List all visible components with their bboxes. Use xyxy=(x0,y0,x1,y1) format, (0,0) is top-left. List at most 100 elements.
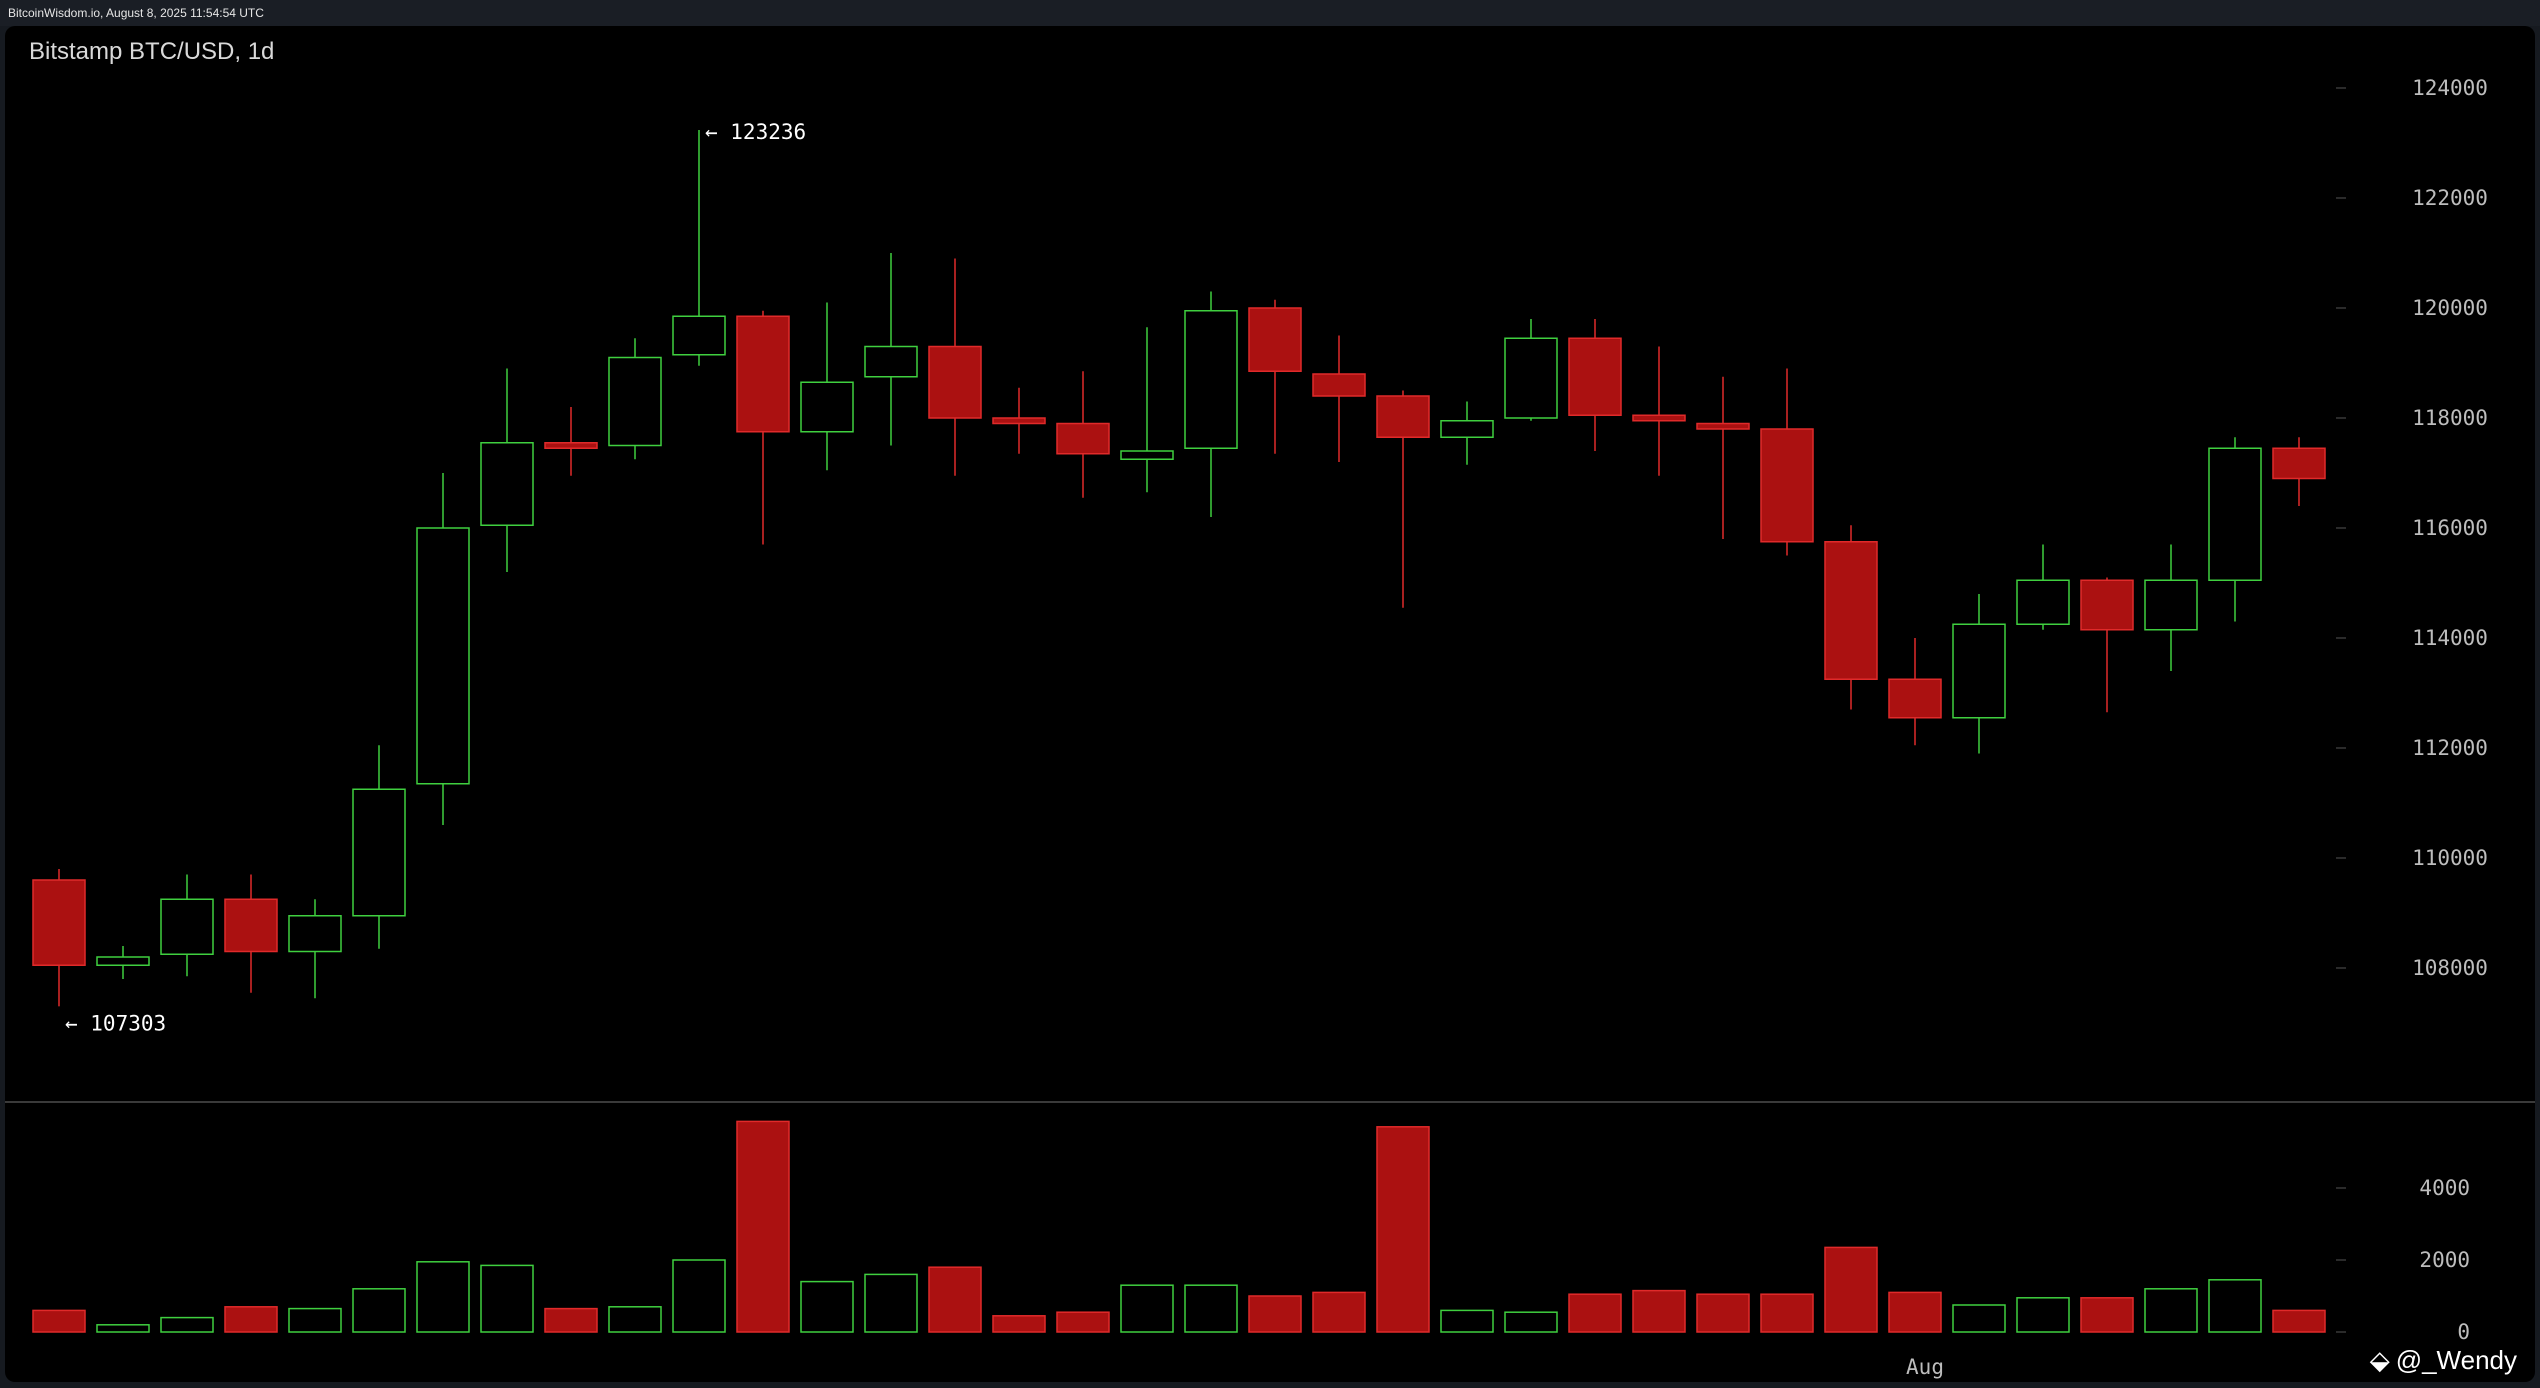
volume-bar xyxy=(2272,1309,2326,1333)
candle-body xyxy=(928,345,982,419)
candle-body xyxy=(288,915,342,953)
volume-bar xyxy=(800,1280,854,1333)
candle-body xyxy=(2208,447,2262,581)
candle xyxy=(288,899,342,999)
price-tick-label: 120000 xyxy=(2412,296,2488,320)
candle-body xyxy=(2272,447,2326,480)
candle-body xyxy=(1824,541,1878,680)
candle-body xyxy=(352,788,406,917)
price-annotation: ← 107303 xyxy=(65,1011,166,1035)
volume-bar xyxy=(1056,1311,1110,1333)
volume-tick-label: 0 xyxy=(2457,1320,2470,1344)
candle xyxy=(1952,594,2006,754)
candle xyxy=(544,407,598,476)
volume-bar xyxy=(2080,1297,2134,1333)
candle xyxy=(992,387,1046,454)
candle xyxy=(608,338,662,460)
candle xyxy=(96,946,150,979)
candle xyxy=(1504,319,1558,421)
candle-body xyxy=(736,315,790,433)
price-tick-label: 122000 xyxy=(2412,186,2488,210)
candle-body xyxy=(480,442,534,526)
volume-bar xyxy=(1504,1311,1558,1333)
candle xyxy=(1056,371,1110,498)
price-tick-label: 114000 xyxy=(2412,626,2488,650)
volume-bar xyxy=(864,1273,918,1333)
candle xyxy=(480,368,534,572)
candle-body xyxy=(1120,450,1174,460)
candle xyxy=(1632,346,1686,476)
volume-bar xyxy=(1312,1291,1366,1333)
volume-bar xyxy=(1760,1293,1814,1333)
candle xyxy=(1248,299,1302,454)
volume-bar xyxy=(1184,1284,1238,1333)
candle-body xyxy=(1248,307,1302,372)
candle xyxy=(1696,376,1750,539)
volume-bar xyxy=(1376,1126,1430,1333)
candle-body xyxy=(608,356,662,447)
candle xyxy=(2144,544,2198,671)
price-annotation: ← 123236 xyxy=(705,120,806,144)
volume-tick-label: 2000 xyxy=(2419,1248,2470,1272)
source-caption: BitcoinWisdom.io, August 8, 2025 11:54:5… xyxy=(8,6,264,20)
candle xyxy=(1184,291,1238,517)
candle-body xyxy=(544,442,598,449)
volume-tick-label: 4000 xyxy=(2419,1176,2470,1200)
volume-bar xyxy=(1440,1309,1494,1333)
volume-bar xyxy=(1568,1293,1622,1333)
volume-bar xyxy=(1248,1295,1302,1333)
candle-body xyxy=(1888,678,1942,719)
candle-body xyxy=(96,956,150,966)
candle xyxy=(416,473,470,825)
price-tick-label: 110000 xyxy=(2412,846,2488,870)
candlestick-chart: 108000 110000 112000 114000 116000 118000 1200… xyxy=(5,76,2535,1379)
candle xyxy=(1888,638,1942,746)
price-tick-label: 112000 xyxy=(2412,736,2488,760)
volume-bar xyxy=(160,1316,214,1333)
volume-bar xyxy=(2016,1297,2070,1333)
candle xyxy=(736,310,790,545)
volume-bar xyxy=(1632,1289,1686,1333)
volume-bar xyxy=(1120,1284,1174,1333)
candle xyxy=(1824,525,1878,710)
price-tick-label: 124000 xyxy=(2412,76,2488,100)
volume-axis: 0 2000 4000 xyxy=(2336,1176,2470,1344)
volume-bar xyxy=(352,1288,406,1333)
price-tick-label: 116000 xyxy=(2412,516,2488,540)
candle-body xyxy=(2144,579,2198,631)
top-bar: BitcoinWisdom.io, August 8, 2025 11:54:5… xyxy=(0,0,2540,26)
volume-bar xyxy=(288,1307,342,1333)
volume-bar xyxy=(608,1306,662,1333)
candle-body xyxy=(224,898,278,953)
candle xyxy=(32,869,86,1007)
volume-bar xyxy=(416,1261,470,1333)
volume-bar xyxy=(1824,1246,1878,1333)
price-tick-label: 108000 xyxy=(2412,956,2488,980)
volume-bar xyxy=(480,1264,534,1333)
volume-bar xyxy=(1952,1304,2006,1333)
volume-bar xyxy=(96,1324,150,1333)
candle-body xyxy=(1440,420,1494,438)
candle-body xyxy=(672,315,726,356)
candle xyxy=(1568,319,1622,451)
volume-bar xyxy=(736,1120,790,1333)
annotations: ← 123236 ← 107303 xyxy=(65,120,806,1035)
chart-panel: 108000 110000 112000 114000 116000 118000 1200… xyxy=(5,26,2535,1382)
volume-bar xyxy=(1696,1293,1750,1333)
volume-series xyxy=(32,1120,2326,1333)
candle-body xyxy=(1184,310,1238,449)
candle-body xyxy=(1632,414,1686,422)
volume-bar xyxy=(672,1259,726,1333)
candle-body xyxy=(160,898,214,955)
candle-body xyxy=(1568,337,1622,416)
candle-body xyxy=(800,381,854,433)
candle-body xyxy=(864,345,918,378)
candle-body xyxy=(992,417,1046,425)
price-tick-label: 118000 xyxy=(2412,406,2488,430)
chart-title: Bitstamp BTC/USD, 1d xyxy=(29,38,275,65)
candle-body xyxy=(1376,395,1430,438)
diamond-logo-icon: ⬙ xyxy=(2369,1345,2390,1375)
candle xyxy=(1312,335,1366,462)
candle xyxy=(1120,327,1174,493)
watermark-text: @_Wendy xyxy=(2395,1345,2517,1375)
